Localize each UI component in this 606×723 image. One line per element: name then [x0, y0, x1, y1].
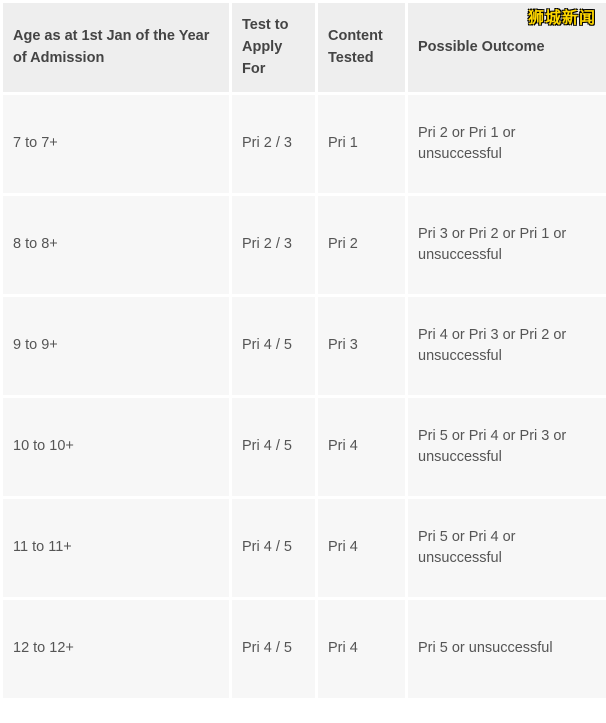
col-header-test: Test to Apply For	[231, 2, 317, 94]
cell-age: 8 to 8+	[2, 195, 231, 296]
cell-content: Pri 4	[317, 397, 407, 498]
col-header-content: Content Tested	[317, 2, 407, 94]
cell-outcome: Pri 5 or Pri 4 or Pri 3 or unsuccessful	[407, 397, 606, 498]
cell-test: Pri 4 / 5	[231, 498, 317, 599]
table-row: 9 to 9+ Pri 4 / 5 Pri 3 Pri 4 or Pri 3 o…	[2, 296, 606, 397]
cell-age: 11 to 11+	[2, 498, 231, 599]
table-row: 12 to 12+ Pri 4 / 5 Pri 4 Pri 5 or unsuc…	[2, 599, 606, 700]
cell-age: 12 to 12+	[2, 599, 231, 700]
cell-age: 9 to 9+	[2, 296, 231, 397]
col-header-age: Age as at 1st Jan of the Year of Admissi…	[2, 2, 231, 94]
cell-test: Pri 4 / 5	[231, 296, 317, 397]
cell-outcome: Pri 4 or Pri 3 or Pri 2 or unsuccessful	[407, 296, 606, 397]
table-row: 7 to 7+ Pri 2 / 3 Pri 1 Pri 2 or Pri 1 o…	[2, 94, 606, 195]
cell-test: Pri 4 / 5	[231, 599, 317, 700]
cell-content: Pri 4	[317, 498, 407, 599]
watermark-label: 狮城新闻	[528, 4, 596, 28]
cell-outcome: Pri 3 or Pri 2 or Pri 1 or unsuccessful	[407, 195, 606, 296]
cell-age: 7 to 7+	[2, 94, 231, 195]
cell-content: Pri 3	[317, 296, 407, 397]
cell-content: Pri 1	[317, 94, 407, 195]
cell-content: Pri 2	[317, 195, 407, 296]
cell-test: Pri 2 / 3	[231, 94, 317, 195]
cell-test: Pri 2 / 3	[231, 195, 317, 296]
table-header-row: Age as at 1st Jan of the Year of Admissi…	[2, 2, 606, 94]
admission-table: Age as at 1st Jan of the Year of Admissi…	[0, 0, 606, 701]
table-row: 11 to 11+ Pri 4 / 5 Pri 4 Pri 5 or Pri 4…	[2, 498, 606, 599]
cell-outcome: Pri 5 or unsuccessful	[407, 599, 606, 700]
cell-test: Pri 4 / 5	[231, 397, 317, 498]
cell-content: Pri 4	[317, 599, 407, 700]
cell-age: 10 to 10+	[2, 397, 231, 498]
table-row: 8 to 8+ Pri 2 / 3 Pri 2 Pri 3 or Pri 2 o…	[2, 195, 606, 296]
table-row: 10 to 10+ Pri 4 / 5 Pri 4 Pri 5 or Pri 4…	[2, 397, 606, 498]
cell-outcome: Pri 2 or Pri 1 or unsuccessful	[407, 94, 606, 195]
cell-outcome: Pri 5 or Pri 4 or unsuccessful	[407, 498, 606, 599]
